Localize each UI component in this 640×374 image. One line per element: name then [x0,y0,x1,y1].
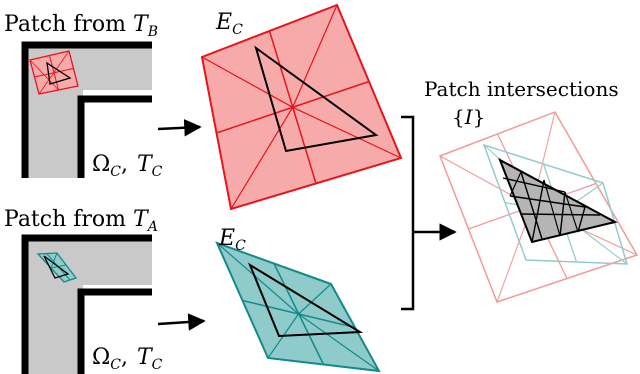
label-patch-a-symbol: T [133,207,150,232]
patch-b-large-triangle [254,45,379,153]
label-tau-top-subscript: C [152,164,163,180]
label-tau-bottom-subscript: C [152,357,163,373]
label-ec-top-symbol: E [215,10,232,35]
domain-top-outer-boundary [21,41,152,178]
label-intersection-set: {I} [452,105,485,129]
arrow-top [157,119,202,137]
patch-b-large [200,3,403,211]
label-patch-from-ta: Patch from TA [4,207,158,235]
domain-panel-bottom [21,234,152,374]
label-ec-bottom-symbol: E [218,226,235,251]
label-ec-top: EC [215,10,243,38]
patch-b-small [29,50,79,95]
label-omega-bottom-subscript: C [110,357,121,373]
domain-bottom-inner-boundary [77,288,152,374]
label-omega-bottom-separator: , [121,345,128,370]
label-omega-top-separator: , [121,152,128,177]
patch-b-small-triangle [46,61,72,85]
bracket [401,115,415,311]
label-patch-b-prefix: Patch from [4,12,133,37]
label-patch-b-subscript: B [147,24,158,40]
label-omega-top-symbol: Ω [92,152,110,177]
label-patch-from-tb: Patch from TB [4,12,158,40]
label-set-close-brace: } [473,105,486,129]
label-set-open-brace: { [452,105,465,129]
label-patch-a-prefix: Patch from [4,207,133,232]
label-patch-a-subscript: A [146,219,158,235]
arrow-bottom [157,313,206,331]
label-ec-bottom: EC [218,226,246,254]
patch-a-small [36,252,78,283]
patch-a-large-fill [215,241,381,373]
intersection-panel [439,111,639,303]
domain-top-inner-boundary [77,95,152,178]
label-omega-bottom-symbol: Ω [92,345,110,370]
label-ec-top-subscript: C [232,22,243,38]
label-omega-top-subscript: C [110,164,121,180]
label-patch-intersections: Patch intersections [424,77,619,101]
domain-bottom-outer-boundary [21,234,152,374]
label-tau-bottom-symbol: T [137,345,154,370]
domain-panel-top [21,41,152,178]
label-omega-tau-top: ΩC, TC [92,152,163,180]
patch-a-large [215,241,381,373]
patch-a-small-triangle [43,255,70,279]
label-patch-b-symbol: T [133,12,150,37]
label-set-symbol: I [464,105,474,129]
intersection-triangle [498,157,618,244]
patch-a-large-triangle [247,262,364,338]
label-ec-bottom-subscript: C [235,238,246,254]
label-omega-tau-bottom: ΩC, TC [92,345,163,373]
label-tau-top-symbol: T [137,152,154,177]
